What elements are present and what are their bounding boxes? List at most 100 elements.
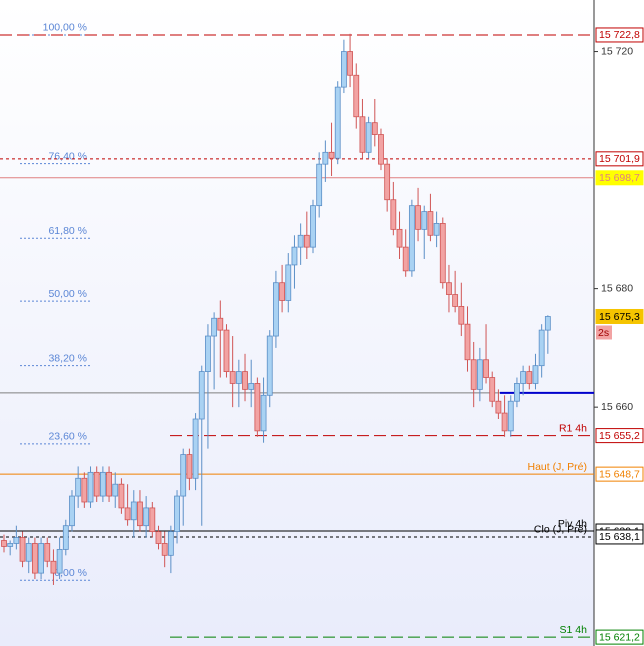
candle-body: [507, 400, 514, 432]
candle-body: [476, 359, 483, 390]
level-label: 15 621,2: [599, 631, 640, 643]
candle-body: [217, 317, 224, 331]
candle-body: [365, 122, 372, 153]
candle-body: [149, 507, 156, 533]
candle-body: [439, 223, 446, 284]
candle-body: [495, 400, 502, 414]
candle-body: [19, 537, 26, 562]
level-label: 15 722,8: [599, 29, 640, 41]
level-name: R1 4h: [559, 422, 587, 434]
level-label: 15 701,9: [599, 153, 640, 165]
candle-body: [279, 282, 286, 301]
candle-body: [180, 454, 187, 497]
fib-label: 50,00 %: [48, 288, 87, 300]
candle-body: [285, 264, 292, 301]
candle-body: [297, 234, 304, 248]
candle-body: [229, 371, 236, 384]
level-box: [595, 170, 644, 186]
candle-body: [544, 316, 551, 331]
candle-body: [81, 477, 88, 503]
candle-body: [130, 501, 137, 521]
candle-body: [514, 383, 520, 402]
candle-body: [254, 383, 261, 432]
candle-body: [433, 223, 440, 236]
badge-box: [596, 325, 612, 340]
candle-body: [99, 471, 106, 497]
candle-body: [359, 116, 366, 153]
fib-label: 76,40 %: [48, 150, 87, 162]
candle-body: [390, 199, 397, 230]
candle-body: [526, 371, 533, 384]
level-label: 15 655,2: [599, 430, 640, 442]
y-tick-label: 15 660: [601, 401, 633, 413]
y-tick-label: 15 680: [601, 282, 633, 294]
candle-body: [384, 163, 391, 201]
level-box: [595, 151, 644, 167]
candle-body: [532, 365, 539, 384]
candle-body: [174, 495, 180, 533]
candle-body: [291, 246, 298, 266]
candle-body: [322, 151, 329, 165]
candle-body: [118, 483, 125, 509]
layer: 100,00 % 76,40 % 61,80 % 50,00 % 38,20 % 23,6…: [0, 22, 644, 645]
level-box: [595, 466, 644, 482]
level-box: [595, 308, 644, 324]
candle-body: [446, 282, 452, 295]
candle-body: [69, 495, 75, 527]
level-box: [595, 27, 644, 43]
candle-body: [340, 51, 347, 88]
candle-body: [198, 371, 205, 420]
candle-body: [303, 234, 310, 248]
level-box: [595, 428, 644, 444]
candle-body: [1, 540, 7, 547]
candle-body: [38, 543, 44, 574]
level-label: 15 698,7: [599, 172, 640, 184]
candle-body: [458, 306, 465, 325]
candle-body: [483, 359, 489, 378]
candle-body: [13, 537, 20, 544]
candle-body: [32, 543, 38, 574]
candle-body: [112, 483, 119, 497]
candle-body: [402, 246, 409, 272]
candle-body: [489, 377, 496, 402]
level-box: [595, 629, 644, 645]
candle-body: [186, 454, 193, 479]
candle-body: [408, 205, 415, 272]
candle-body: [25, 543, 32, 562]
candle-body: [501, 412, 508, 432]
fib-label: 23,60 %: [48, 431, 87, 443]
candle-body: [75, 477, 82, 497]
candle-body: [93, 471, 100, 497]
candle-body: [211, 317, 218, 337]
level-name: Clo (J, Pré): [534, 524, 587, 536]
candle-body: [421, 211, 428, 230]
candle-body: [106, 471, 112, 497]
level-label: 15 648,7: [599, 468, 640, 480]
candle-body: [538, 329, 545, 367]
candle-body: [242, 371, 248, 390]
candle-body: [328, 151, 335, 159]
candle-body: [167, 531, 174, 556]
y-tick-label: 15 720: [601, 45, 633, 57]
candle-body: [161, 543, 168, 556]
candle-body: [7, 543, 14, 547]
candle-body: [260, 394, 267, 432]
candle-body: [378, 134, 384, 165]
candle-body: [44, 543, 51, 562]
candle-body: [62, 525, 69, 550]
candle-body: [347, 51, 353, 76]
level-label: 15 638,1: [599, 531, 640, 543]
level-box: [595, 529, 644, 545]
candle-body: [235, 371, 242, 384]
candle-body: [427, 211, 434, 236]
candle-body: [334, 86, 341, 159]
candle-body: [266, 335, 273, 396]
level-name: S1 4h: [560, 624, 588, 636]
fib-label: 61,80 %: [48, 225, 87, 237]
candle-body: [143, 507, 150, 527]
candle-body: [452, 294, 459, 307]
candle-body: [192, 418, 199, 479]
candle-body: [310, 205, 316, 248]
candle-body: [248, 383, 255, 390]
